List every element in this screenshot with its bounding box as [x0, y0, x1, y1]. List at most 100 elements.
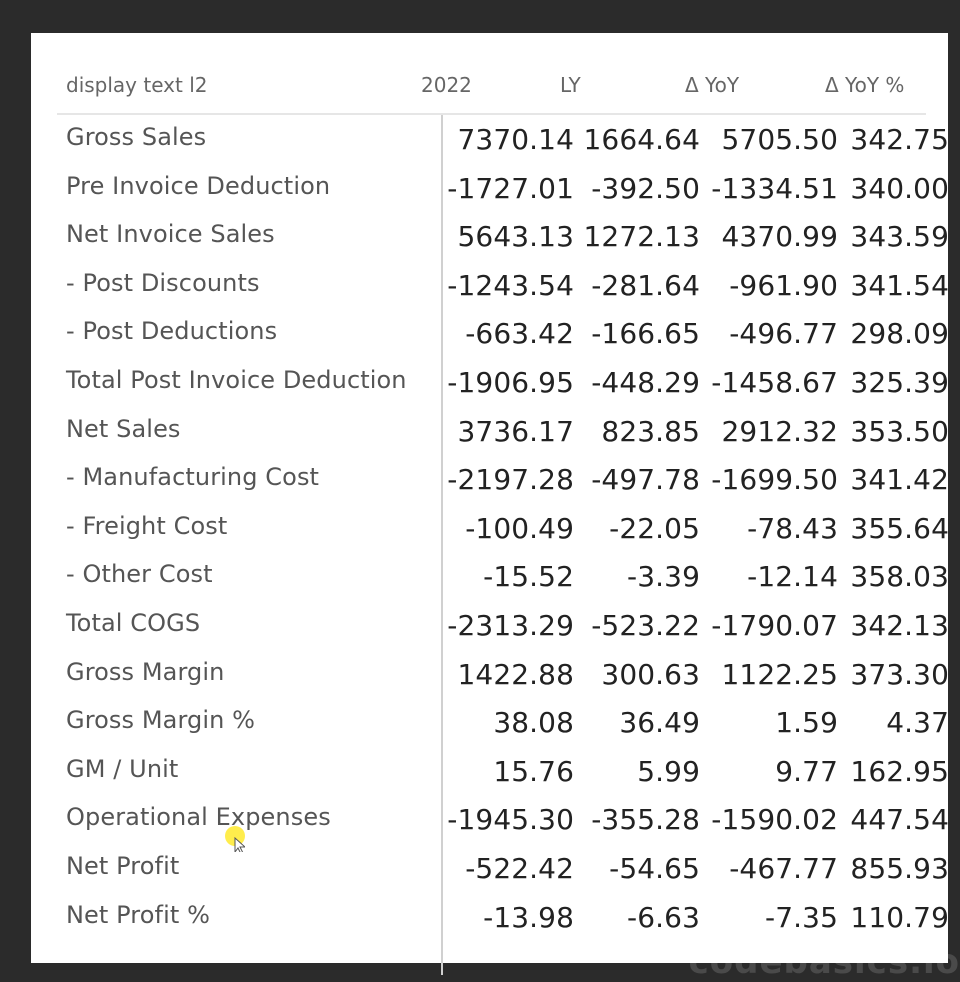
row-label: Gross Margin %	[66, 706, 256, 735]
cell-ly: -22.05	[609, 511, 700, 545]
table-row[interactable]: Gross Margin % 38.08 36.49 1.59 4.37	[57, 698, 949, 747]
cell-2022: -100.49	[465, 511, 574, 545]
cell-ly: -281.64	[591, 268, 700, 302]
table-header-row: display text l2 2022 LY Δ YoY Δ YoY %	[57, 63, 926, 115]
cell-2022: -1727.01	[447, 171, 574, 205]
column-divider	[441, 115, 443, 975]
row-label: - Freight Cost	[66, 511, 228, 540]
cell-yoy: 5705.50	[721, 123, 838, 156]
cell-yoy-pct: 325.39	[850, 365, 949, 399]
table-row[interactable]: Total Post Invoice Deduction -1906.95 -448…	[57, 358, 949, 407]
cell-yoy-pct: 373.30	[850, 657, 949, 691]
table-row[interactable]: Total COGS -2313.29 -523.22 -1790.07 342.13	[57, 601, 949, 650]
header-ly[interactable]: LY	[560, 73, 581, 97]
cell-ly: -54.65	[609, 851, 700, 885]
cell-2022: -1945.30	[447, 803, 574, 837]
cell-yoy: -1334.51	[711, 171, 838, 205]
cell-yoy: 2912.32	[721, 414, 838, 448]
row-label: Gross Margin	[66, 657, 225, 686]
cell-2022: -1906.95	[447, 365, 574, 399]
cell-2022: -13.98	[483, 900, 574, 934]
cell-2022: 38.08	[493, 706, 574, 740]
table-row[interactable]: Net Profit -522.42 -54.65 -467.77 855.93	[57, 844, 949, 893]
table-row[interactable]: Net Sales 3736.17 823.85 2912.32 353.50	[57, 407, 949, 456]
cell-ly: -3.39	[627, 560, 700, 594]
header-2022[interactable]: 2022	[421, 73, 472, 97]
cell-2022: -2313.29	[447, 608, 574, 642]
table-row[interactable]: Operational Expenses -1945.30 -355.28 -1590…	[57, 795, 949, 844]
table-row[interactable]: GM / Unit 15.76 5.99 9.77 162.95	[57, 747, 949, 796]
table-row[interactable]: Net Profit % -13.98 -6.63 -7.35 110.79	[57, 893, 949, 942]
cell-yoy-pct: 341.42	[850, 463, 949, 497]
row-label: Gross Sales	[66, 123, 207, 151]
row-label: - Post Deductions	[66, 317, 278, 346]
header-display-text[interactable]: display text l2	[66, 73, 208, 97]
table-row[interactable]: - Freight Cost -100.49 -22.05 -78.43 355.64	[57, 504, 949, 553]
cell-yoy-pct: 4.37	[886, 706, 949, 740]
row-label: Operational Expenses	[66, 803, 331, 832]
cell-yoy-pct: 358.03	[850, 560, 949, 594]
cell-yoy: -1699.50	[711, 463, 838, 497]
row-label: Net Profit	[66, 851, 180, 880]
row-label: Total COGS	[66, 608, 201, 637]
row-label: GM / Unit	[66, 754, 179, 783]
cell-2022: -522.42	[465, 851, 574, 885]
cell-yoy-pct: 110.79	[850, 900, 949, 934]
table-row[interactable]: - Post Deductions -663.42 -166.65 -496.77 29…	[57, 309, 949, 358]
cell-ly: 823.85	[601, 414, 700, 448]
table-row[interactable]: Net Invoice Sales 5643.13 1272.13 4370.99 34…	[57, 212, 949, 261]
matrix-visual: display text l2 2022 LY Δ YoY Δ YoY % Gr…	[31, 33, 949, 975]
watermark: codebasics.io	[688, 942, 960, 982]
row-label: - Manufacturing Cost	[66, 463, 320, 492]
row-label: Net Invoice Sales	[66, 220, 275, 249]
row-label: - Post Discounts	[66, 268, 260, 297]
cell-yoy: -7.35	[765, 900, 838, 934]
cell-ly: 1664.64	[583, 123, 700, 156]
cell-yoy-pct: 355.64	[850, 511, 949, 545]
cell-yoy: 1122.25	[721, 657, 838, 691]
table-row[interactable]: - Other Cost -15.52 -3.39 -12.14 358.03	[57, 552, 949, 601]
cell-yoy: 4370.99	[721, 220, 838, 254]
table-row[interactable]: Pre Invoice Deduction -1727.01 -392.50 -133…	[57, 164, 949, 213]
cell-yoy: -78.43	[747, 511, 838, 545]
cell-yoy-pct: 855.93	[850, 851, 949, 885]
row-label: Net Profit %	[66, 900, 210, 929]
table-row[interactable]: Gross Sales 7370.14 1664.64 5705.50 342.75	[57, 115, 949, 164]
header-yoy[interactable]: Δ YoY	[685, 73, 740, 97]
cell-yoy-pct: 343.59	[850, 220, 949, 254]
cell-yoy: -1790.07	[711, 608, 838, 642]
cell-ly: -523.22	[591, 608, 700, 642]
cell-yoy-pct: 298.09	[850, 317, 949, 351]
cell-yoy-pct: 342.75	[850, 123, 949, 156]
row-label: Total Post Invoice Deduction	[66, 365, 407, 394]
cell-ly: -166.65	[591, 317, 700, 351]
cell-ly: 5.99	[637, 754, 700, 788]
header-yoy-pct[interactable]: Δ YoY %	[825, 73, 905, 97]
cell-yoy: 1.59	[775, 706, 838, 740]
table-row[interactable]: Gross Margin 1422.88 300.63 1122.25 373.30	[57, 650, 949, 699]
cell-ly: -6.63	[627, 900, 700, 934]
pl-matrix-table: display text l2 2022 LY Δ YoY Δ YoY % Gr…	[31, 33, 949, 975]
table-row[interactable]: - Post Discounts -1243.54 -281.64 -961.90 34…	[57, 261, 949, 310]
cell-yoy-pct: 341.54	[850, 268, 949, 302]
cell-2022: 5643.13	[457, 220, 574, 254]
cell-yoy: -12.14	[747, 560, 838, 594]
cell-2022: 3736.17	[457, 414, 574, 448]
cell-yoy-pct: 162.95	[850, 754, 949, 788]
cell-2022: -15.52	[483, 560, 574, 594]
cell-yoy: -496.77	[729, 317, 838, 351]
cell-ly: 300.63	[601, 657, 700, 691]
cell-yoy: -1458.67	[711, 365, 838, 399]
cell-ly: -355.28	[591, 803, 700, 837]
row-label: Pre Invoice Deduction	[66, 171, 331, 200]
table-row[interactable]: - Manufacturing Cost -2197.28 -497.78 -1699…	[57, 455, 949, 504]
cell-yoy: -467.77	[729, 851, 838, 885]
cell-ly: -392.50	[591, 171, 700, 205]
cell-2022: -2197.28	[447, 463, 574, 497]
cell-yoy-pct: 353.50	[850, 414, 949, 448]
cell-2022: 15.76	[493, 754, 574, 788]
cell-ly: 1272.13	[583, 220, 700, 254]
cell-ly: 36.49	[619, 706, 700, 740]
cell-2022: 1422.88	[457, 657, 574, 691]
cell-yoy-pct: 340.00	[850, 171, 949, 205]
